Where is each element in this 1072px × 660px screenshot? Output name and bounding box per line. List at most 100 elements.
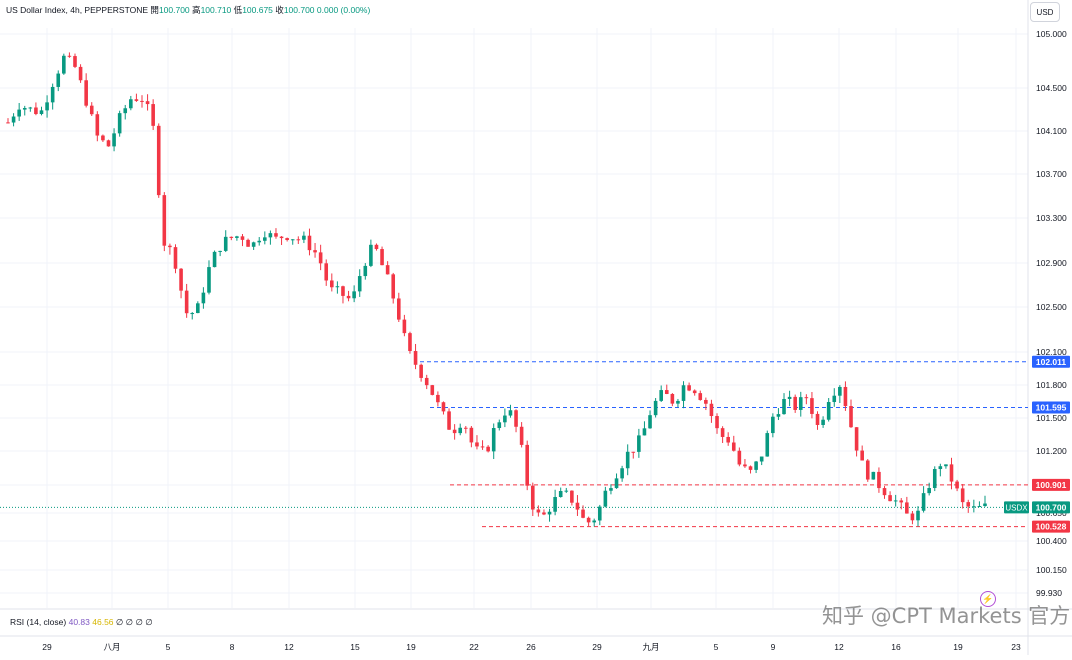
candle-body xyxy=(430,385,435,395)
candle-body xyxy=(274,233,278,237)
x-tick-label: 15 xyxy=(350,642,360,652)
y-tick-label: 101.800 xyxy=(1036,380,1067,390)
x-tick-label: 12 xyxy=(284,642,294,652)
candle-body xyxy=(441,402,446,412)
y-tick-label: 103.300 xyxy=(1036,213,1067,223)
candle-body xyxy=(497,422,502,429)
change-value: 0.000 (0.00%) xyxy=(316,5,371,15)
candle-body xyxy=(240,236,245,240)
candle-body xyxy=(50,86,55,103)
candle-body xyxy=(463,427,468,429)
candle-body xyxy=(424,377,429,386)
y-tick-label: 102.900 xyxy=(1036,258,1067,268)
rsi-value: 40.83 xyxy=(68,617,90,627)
candle-body xyxy=(62,55,66,74)
candle-body xyxy=(603,490,608,507)
candle-body xyxy=(765,433,770,457)
high-value: 100.710 xyxy=(200,5,232,15)
price-tag-100.901 xyxy=(1032,478,1070,491)
y-tick-label: 103.700 xyxy=(1036,169,1067,179)
candle-body xyxy=(664,390,669,394)
candle-body xyxy=(581,509,585,518)
candle-body xyxy=(681,385,686,401)
price-tag-101.595 xyxy=(1032,401,1070,414)
candle-body xyxy=(983,503,987,507)
candle-body xyxy=(525,444,530,486)
candle-body xyxy=(129,99,133,109)
candle-body xyxy=(737,450,742,465)
y-tick-label: 100.150 xyxy=(1036,565,1067,575)
candle-body xyxy=(290,239,295,241)
currency-button[interactable]: USD xyxy=(1030,2,1060,22)
candle-body xyxy=(670,393,675,404)
candle-body xyxy=(56,73,61,87)
candle-body xyxy=(452,429,457,434)
candle-body xyxy=(503,415,507,423)
candle-body xyxy=(547,511,552,515)
candle-body xyxy=(905,502,909,514)
candle-body xyxy=(715,416,719,429)
candle-body xyxy=(112,133,116,147)
candle-body xyxy=(156,125,161,196)
candle-body xyxy=(558,491,563,497)
candle-body xyxy=(385,265,390,275)
candle-body xyxy=(279,236,284,239)
x-tick-label: 19 xyxy=(953,642,963,652)
y-tick-label: 104.500 xyxy=(1036,83,1067,93)
candle-body xyxy=(117,113,122,134)
candle-body xyxy=(804,397,809,399)
candle-body xyxy=(614,478,619,489)
candle-body xyxy=(815,413,820,425)
candle-body xyxy=(860,450,864,461)
candle-body xyxy=(977,506,982,508)
candle-body xyxy=(944,464,948,467)
candle-body xyxy=(921,493,926,511)
candle-body xyxy=(586,517,591,523)
candle-body xyxy=(257,240,262,243)
candle-body xyxy=(508,410,513,416)
candle-body xyxy=(346,295,351,299)
candle-body xyxy=(190,313,195,315)
low-value: 100.675 xyxy=(242,5,273,15)
candle-body xyxy=(519,426,524,445)
candle-body xyxy=(865,460,870,480)
candle-body xyxy=(938,466,943,470)
candle-body xyxy=(302,235,306,240)
candle-body xyxy=(932,469,937,489)
candle-body xyxy=(28,107,33,109)
price-tag-text: 101.595 xyxy=(1036,403,1067,413)
y-tick-label: 104.100 xyxy=(1036,126,1067,136)
candle-body xyxy=(6,122,10,124)
x-tick-label: 5 xyxy=(714,642,719,652)
candle-body xyxy=(218,250,222,252)
candle-body xyxy=(352,291,356,299)
y-tick-label: 105.000 xyxy=(1036,29,1067,39)
candle-body xyxy=(899,500,904,503)
rsi-ma-value: 46.56 xyxy=(92,617,114,627)
candle-body xyxy=(877,471,881,489)
candle-body xyxy=(480,446,485,448)
candle-body xyxy=(793,396,797,410)
candle-body xyxy=(380,249,384,266)
candle-body xyxy=(486,446,490,452)
candle-body xyxy=(826,402,831,420)
candle-body xyxy=(955,481,959,489)
symbol-title: US Dollar Index, 4h, PEPPERSTONE xyxy=(6,5,149,15)
lightning-icon[interactable]: ⚡ xyxy=(980,591,996,607)
rsi-header: RSI (14, close) 40.83 46.56 ∅ ∅ ∅ ∅ xyxy=(10,617,153,628)
candle-body xyxy=(251,242,256,247)
candle-body xyxy=(145,101,150,105)
candle-body xyxy=(374,244,379,250)
candle-body xyxy=(849,406,853,428)
candle-body xyxy=(648,415,652,429)
candle-body xyxy=(787,396,792,399)
candle-body xyxy=(771,416,775,434)
candle-body xyxy=(341,286,345,296)
candle-body xyxy=(743,464,747,467)
price-tag-text: 100.528 xyxy=(1036,522,1067,532)
y-tick-label: 102.500 xyxy=(1036,302,1067,312)
candle-body xyxy=(212,251,217,268)
candle-body xyxy=(263,237,267,241)
